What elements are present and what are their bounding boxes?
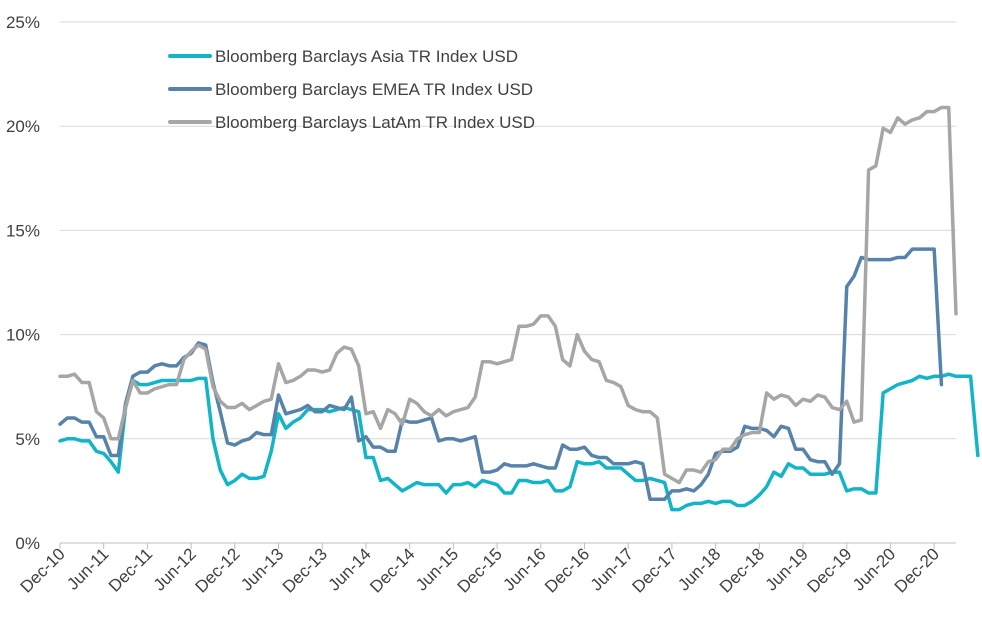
legend-label-1: Bloomberg Barclays Asia TR Index USD bbox=[215, 47, 518, 66]
x-axis: Dec-10Jun-11Dec-11Jun-12Dec-12Jun-13Dec-… bbox=[17, 542, 956, 597]
y-tick-label: 10% bbox=[6, 326, 40, 345]
x-tick-label: Jun-19 bbox=[762, 544, 812, 594]
x-tick-label: Dec-11 bbox=[105, 544, 156, 595]
y-tick-label: 0% bbox=[15, 534, 40, 553]
series-lines bbox=[58, 105, 980, 512]
x-tick-label: Jun-11 bbox=[63, 544, 112, 593]
x-tick-label: Dec-16 bbox=[541, 544, 593, 596]
series-line-2 bbox=[58, 247, 944, 501]
y-axis: 0% 5% 10% 15% 20% 25% bbox=[6, 13, 40, 553]
x-tick-label: Jun-14 bbox=[325, 544, 375, 594]
x-tick-label: Dec-18 bbox=[716, 544, 768, 596]
x-tick-label: Jun-16 bbox=[499, 544, 549, 594]
x-tick-label: Jun-18 bbox=[674, 544, 724, 594]
y-tick-label: 5% bbox=[15, 430, 40, 449]
legend-label-3: Bloomberg Barclays LatAm TR Index USD bbox=[215, 113, 535, 132]
x-tick-label: Dec-13 bbox=[279, 544, 331, 596]
y-tick-label: 20% bbox=[6, 117, 40, 136]
x-tick-label: Jun-20 bbox=[849, 544, 899, 594]
x-tick-label: Jun-13 bbox=[237, 544, 287, 594]
legend: Bloomberg Barclays Asia TR Index USD Bloo… bbox=[168, 47, 535, 132]
legend-label-2: Bloomberg Barclays EMEA TR Index USD bbox=[215, 80, 533, 99]
y-tick-label: 15% bbox=[6, 221, 40, 240]
x-tick-label: Jun-15 bbox=[412, 544, 462, 594]
series-line-3 bbox=[58, 105, 958, 485]
series-line-1 bbox=[58, 372, 980, 512]
x-tick-label: Dec-19 bbox=[803, 544, 855, 596]
x-tick-label: Jun-12 bbox=[150, 544, 200, 594]
x-tick-label: Jun-17 bbox=[587, 544, 637, 594]
x-tick-label: Dec-20 bbox=[891, 544, 943, 596]
y-tick-label: 25% bbox=[6, 13, 40, 32]
x-tick-label: Dec-14 bbox=[366, 544, 418, 596]
x-tick-label: Dec-12 bbox=[191, 544, 243, 596]
x-tick-label: Dec-17 bbox=[629, 544, 681, 596]
x-tick-label: Dec-15 bbox=[454, 544, 506, 596]
gridlines bbox=[60, 21, 956, 440]
